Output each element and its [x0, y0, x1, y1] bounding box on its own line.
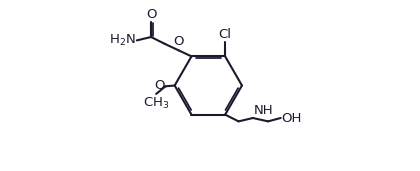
Text: NH: NH — [253, 104, 273, 117]
Text: O: O — [173, 35, 184, 48]
Text: Cl: Cl — [219, 28, 232, 41]
Text: O: O — [146, 8, 156, 21]
Text: CH$_3$: CH$_3$ — [143, 96, 169, 111]
Text: OH: OH — [281, 111, 302, 124]
Text: H$_2$N: H$_2$N — [109, 33, 136, 48]
Text: O: O — [155, 79, 165, 92]
